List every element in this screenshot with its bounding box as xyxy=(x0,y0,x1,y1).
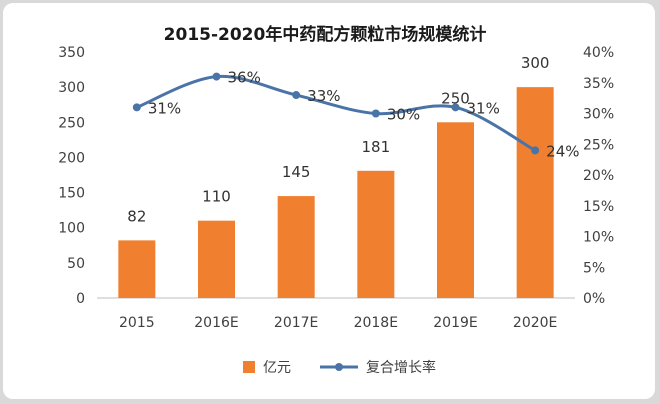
bar xyxy=(357,170,395,298)
growth-rate-point xyxy=(292,91,301,100)
bar xyxy=(516,87,554,299)
y-right-tick-label: 20% xyxy=(583,168,614,184)
legend-line-marker xyxy=(335,363,343,371)
bar-data-label: 110 xyxy=(202,188,231,206)
y-left-tick-label: 50 xyxy=(67,256,85,272)
bar-data-label: 181 xyxy=(362,138,391,156)
chart-legend: 亿元 复合增长率 xyxy=(243,359,436,376)
y-left-tick-label: 350 xyxy=(58,45,85,61)
growth-rate-data-label: 36% xyxy=(228,69,261,87)
legend-bar-label: 亿元 xyxy=(263,360,291,376)
x-tick-label: 2017E xyxy=(274,315,318,331)
y-right-tick-label: 25% xyxy=(583,137,614,153)
growth-rate-data-label: 31% xyxy=(148,99,181,117)
growth-rate-point xyxy=(531,146,540,155)
line-series: 31% 36% 33% 30% 31% 24% xyxy=(132,69,580,160)
growth-rate-line xyxy=(136,74,536,152)
y-right-tick-label: 0% xyxy=(583,291,605,307)
y-left-tick-label: 100 xyxy=(58,221,85,237)
growth-rate-data-label: 33% xyxy=(307,87,340,105)
bar xyxy=(437,122,474,299)
chart-axes: 0 50 100 150 200 250 300 350 0% 5% 10% 15% 20% 25% 30%… xyxy=(58,45,614,331)
bar-data-label: 145 xyxy=(282,163,311,181)
y-right-tick-label: 35% xyxy=(583,76,614,92)
bar xyxy=(277,196,315,298)
bar-series: 82 110 145 181 250 300 xyxy=(118,54,554,299)
y-right-tick-label: 15% xyxy=(583,199,614,215)
legend-line-label: 复合增长率 xyxy=(366,359,436,376)
y-left-tick-label: 250 xyxy=(58,115,85,131)
y-left-tick-label: 300 xyxy=(58,80,85,96)
growth-rate-data-label: 31% xyxy=(467,99,500,117)
bar xyxy=(118,240,156,298)
growth-rate-point xyxy=(451,103,460,112)
growth-rate-point xyxy=(371,109,380,118)
bar-data-label: 250 xyxy=(441,89,470,107)
y-right-tick-label: 40% xyxy=(583,45,614,61)
y-right-tick-label: 30% xyxy=(583,107,614,123)
x-tick-label: 2016E xyxy=(194,315,238,331)
y-left-tick-label: 200 xyxy=(58,150,85,166)
legend-bar-swatch xyxy=(243,361,255,373)
y-right-tick-label: 10% xyxy=(583,230,614,246)
bar-data-label: 82 xyxy=(127,207,146,225)
x-tick-label: 2015 xyxy=(119,315,155,331)
x-tick-label: 2018E xyxy=(354,315,398,331)
growth-rate-point xyxy=(212,72,221,81)
growth-rate-data-label: 24% xyxy=(546,142,579,160)
y-right-tick-label: 5% xyxy=(583,260,605,276)
bar-data-label: 300 xyxy=(521,54,550,72)
x-tick-label: 2019E xyxy=(433,315,477,331)
growth-rate-data-label: 30% xyxy=(387,106,420,124)
y-left-tick-label: 0 xyxy=(76,291,85,307)
x-tick-label: 2020E xyxy=(513,315,557,331)
bar xyxy=(198,220,235,298)
y-left-tick-label: 150 xyxy=(58,186,85,202)
chart-title: 2015-2020年中药配方颗粒市场规模统计 xyxy=(164,24,487,45)
growth-rate-point xyxy=(132,103,141,112)
